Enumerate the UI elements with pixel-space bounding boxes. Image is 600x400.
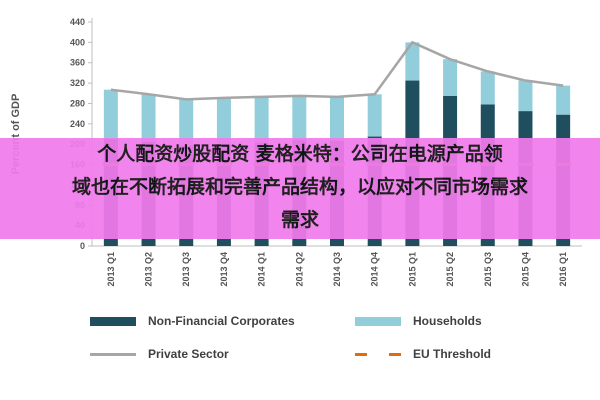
x-tick-label: 2014 Q3 xyxy=(332,252,342,287)
bar-households xyxy=(141,94,156,142)
overlay-line-1: 个人配资炒股配资 麦格米特：公司在电源产品领 xyxy=(97,143,503,165)
bar-households xyxy=(179,99,194,146)
x-tick-label: 2013 Q1 xyxy=(106,252,116,287)
bar-households xyxy=(103,89,118,140)
line-private-sector xyxy=(110,40,564,101)
bar-households xyxy=(367,94,382,137)
x-tick-label: 2013 Q2 xyxy=(144,252,154,287)
x-tick-label: 2013 Q3 xyxy=(181,252,191,287)
bar-households xyxy=(405,42,420,81)
bar-households xyxy=(292,95,307,141)
y-tick-label: 320 xyxy=(70,78,85,88)
x-tick-label: 2014 Q1 xyxy=(257,252,267,287)
y-tick-label: 440 xyxy=(70,17,85,27)
overlay-line-3: 需求 xyxy=(280,209,319,231)
x-tick-label: 2015 Q1 xyxy=(407,252,417,287)
overlay-line-2: 域也在不断拓展和完善产品结构，以应对不同市场需求 xyxy=(71,176,528,198)
bar-households xyxy=(330,96,344,141)
bar-households xyxy=(216,97,231,145)
bar-households xyxy=(254,96,269,143)
x-tick-label: 2015 Q2 xyxy=(445,252,455,287)
y-tick-label: 400 xyxy=(70,37,85,47)
bar-households xyxy=(518,80,533,112)
x-tick-label: 2014 Q4 xyxy=(370,252,380,287)
x-tick-label: 2014 Q2 xyxy=(294,252,304,287)
y-tick-label: 280 xyxy=(70,98,85,108)
y-tick-label: 360 xyxy=(70,58,85,68)
x-tick-label: 2015 Q3 xyxy=(483,252,493,287)
y-tick-label: 0 xyxy=(80,241,85,251)
y-tick-label: 240 xyxy=(70,119,85,129)
promo-text-overlay: 个人配资炒股配资 麦格米特：公司在电源产品领 域也在不断拓展和完善产品结构，以应… xyxy=(0,138,600,239)
bar-households xyxy=(480,71,495,105)
x-tick-label: 2013 Q4 xyxy=(219,252,229,287)
x-tick-label: 2016 Q1 xyxy=(558,252,568,287)
bar-households xyxy=(556,85,571,115)
x-tick-label: 2015 Q4 xyxy=(520,252,530,287)
bar-households xyxy=(443,59,458,96)
